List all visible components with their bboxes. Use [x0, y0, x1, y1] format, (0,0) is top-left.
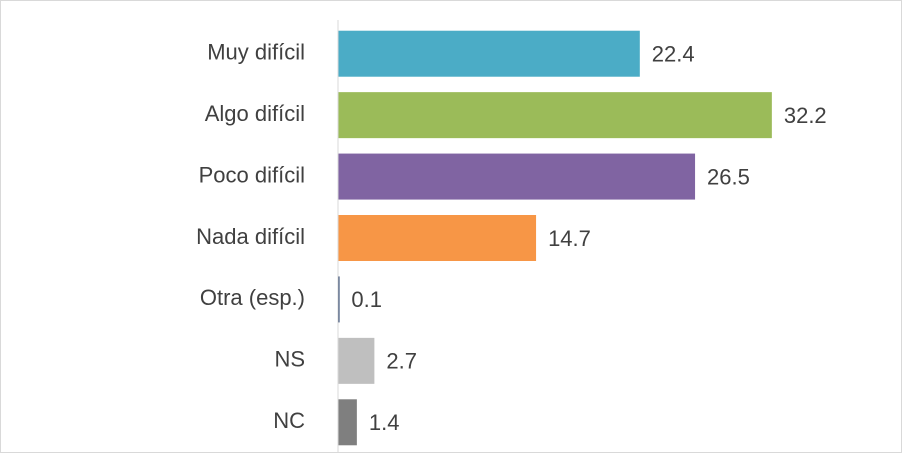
y-tick-label: Algo difícil	[205, 101, 305, 126]
bar	[338, 30, 640, 77]
value-label: 14.7	[548, 226, 591, 251]
bar	[338, 337, 375, 384]
bar	[338, 92, 772, 139]
y-tick-label: NS	[274, 347, 305, 372]
value-label: 26.5	[707, 164, 750, 189]
y-tick-label: Otra (esp.)	[200, 285, 305, 310]
value-label: 0.1	[351, 287, 382, 312]
value-label: 22.4	[652, 42, 695, 67]
bar	[338, 276, 340, 323]
y-tick-label: Nada difícil	[196, 224, 305, 249]
y-tick-label: Poco difícil	[199, 162, 305, 187]
value-label: 1.4	[369, 410, 400, 435]
value-label: 32.2	[784, 103, 827, 128]
y-tick-label: NC	[273, 408, 305, 433]
y-tick-label: Muy difícil	[207, 40, 305, 65]
bar	[338, 153, 696, 200]
value-label: 2.7	[386, 349, 417, 374]
bar	[338, 399, 357, 446]
bar	[338, 215, 537, 261]
